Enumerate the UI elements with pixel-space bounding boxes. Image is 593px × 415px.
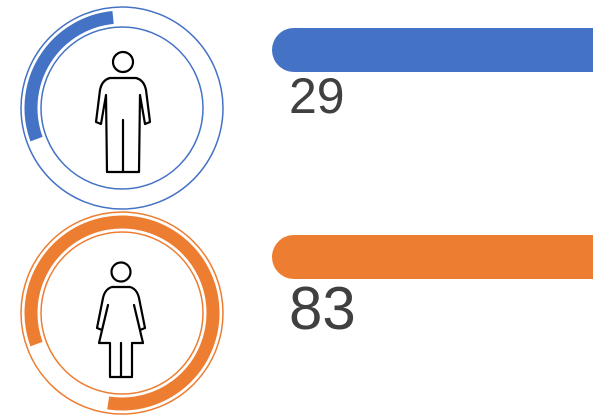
female-icon: [95, 261, 147, 379]
inner-ring: [40, 26, 204, 190]
value-label: 83: [289, 275, 356, 342]
gauge-arc: [24, 215, 220, 411]
value-label: 29: [289, 68, 345, 124]
outer-ring: [20, 211, 224, 415]
inner-ring: [40, 231, 204, 395]
header-bar: [272, 235, 593, 279]
gauge-arc: [24, 10, 114, 142]
male-icon: [94, 50, 152, 174]
header-bar: [272, 28, 593, 72]
outer-ring: [20, 6, 224, 210]
